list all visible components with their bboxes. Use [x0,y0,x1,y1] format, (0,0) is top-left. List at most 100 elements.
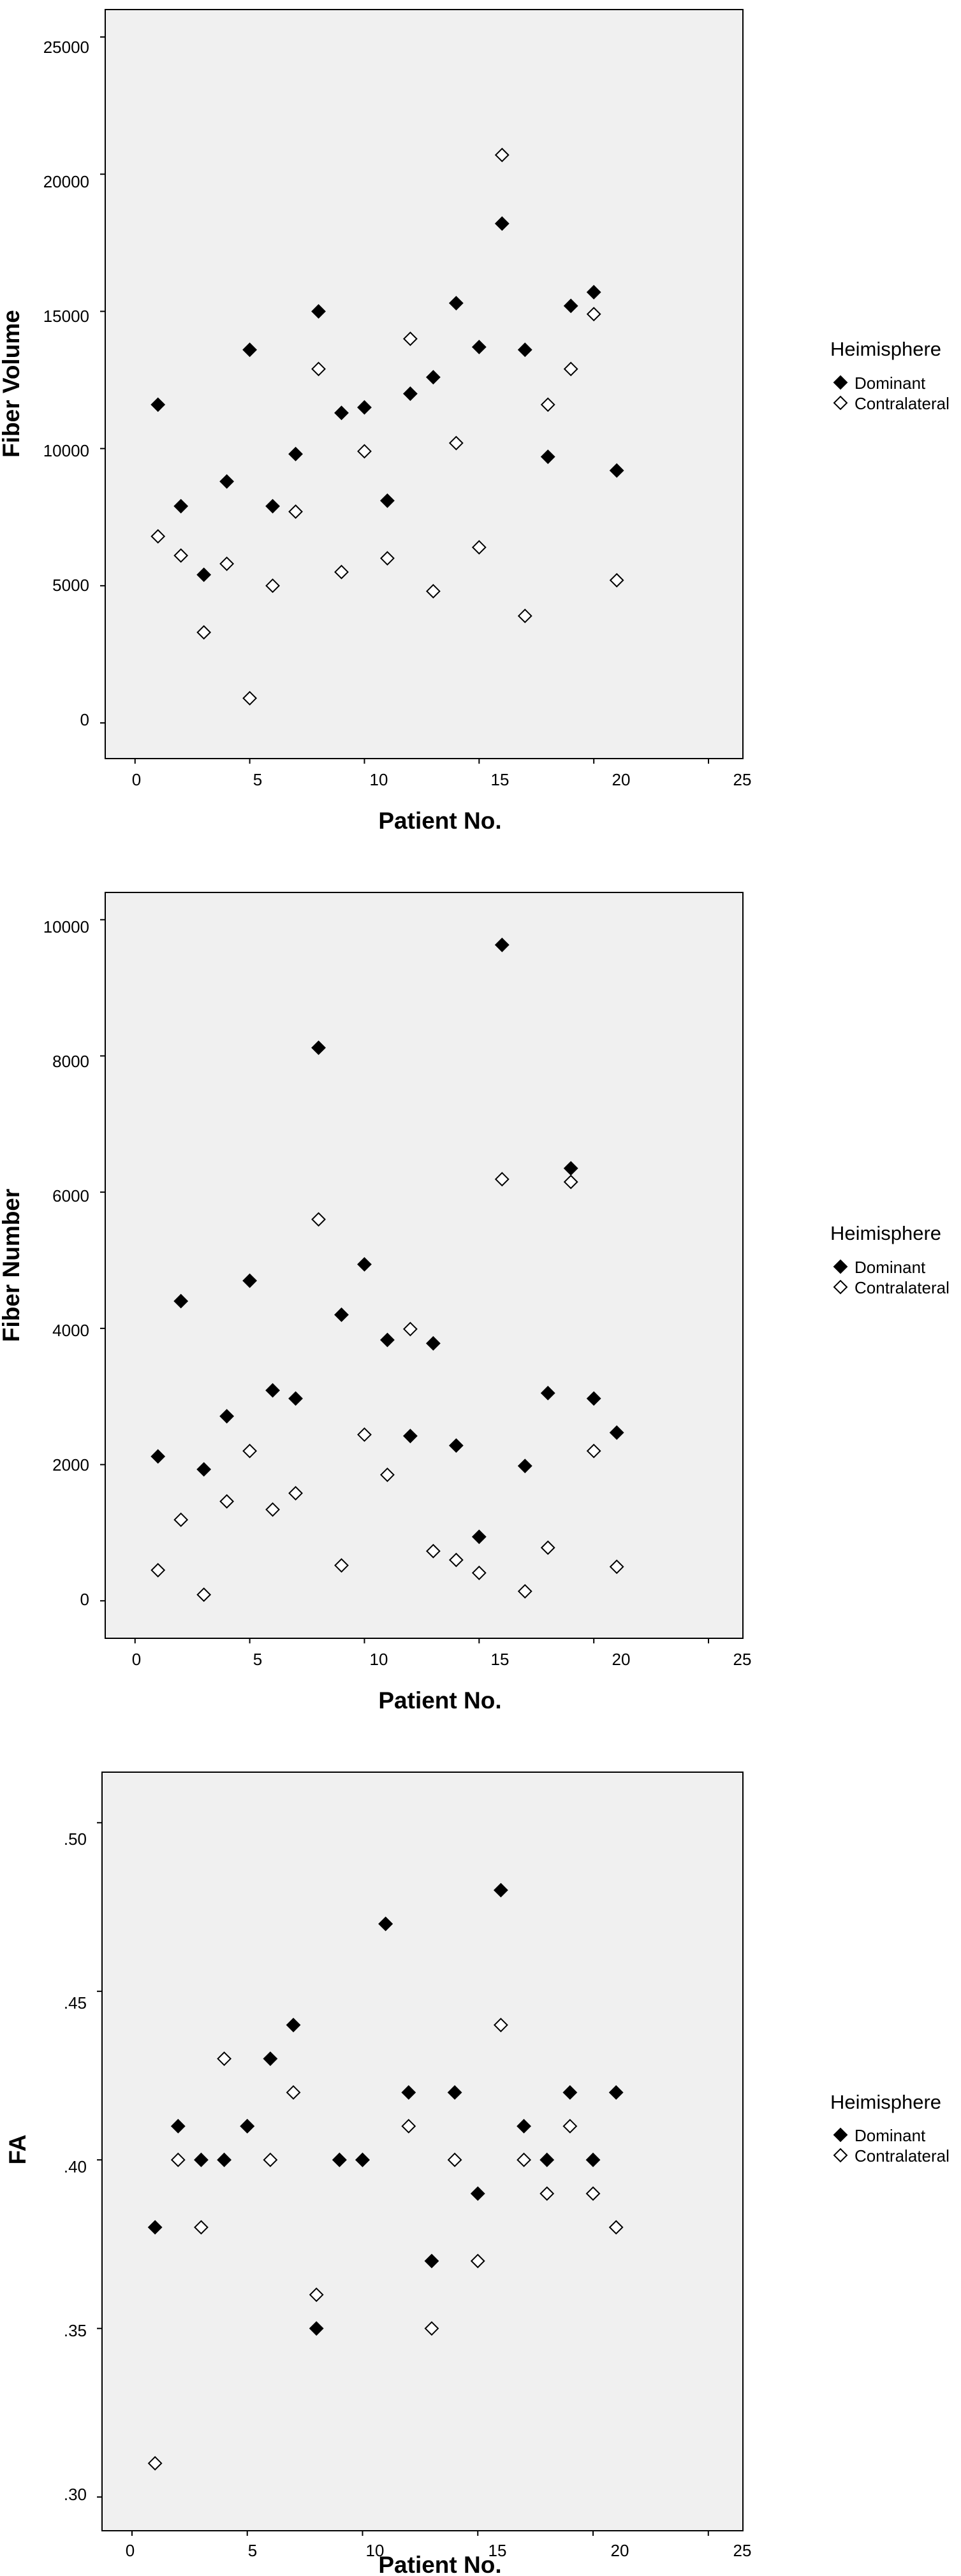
ytick-label-2-3: 6000 [52,1186,89,1205]
ytick-label-2-2: 4000 [52,1321,89,1340]
dominant-point-1-4 [219,474,235,489]
dominant-point-2-9 [334,1307,349,1322]
contralateral-point-2-2 [173,1512,189,1527]
legend-title-3: Heimisphere [830,2091,941,2113]
legend-marker-dominant-2 [833,1259,848,1274]
legend-label-dominant-3: Dominant [855,2126,926,2145]
legend-label-dominant-2: Dominant [855,1258,926,1277]
contralateral-point-3-14 [447,2152,462,2167]
dominant-point-1-15 [471,339,487,354]
dominant-point-2-7 [288,1391,303,1406]
contralateral-point-1-14 [448,435,464,451]
dominant-point-2-12 [403,1429,418,1444]
contralateral-point-1-6 [265,578,281,593]
contralateral-point-2-15 [471,1566,487,1580]
dominant-point-3-5 [240,2118,255,2134]
ytick-label-3-4: .50 [64,1830,87,1849]
ytick-label-3-3: .45 [64,1993,87,2012]
markers-2 [150,937,624,1603]
x-axis-title-3: Patient No. [378,2552,501,2576]
dominant-point-1-12 [403,386,418,401]
ytick-label-2-5: 10000 [43,917,89,936]
xtick-marks-3 [131,2531,709,2536]
contralateral-point-2-20 [586,1443,601,1459]
contralateral-point-1-11 [380,551,395,566]
x-axis-title-2: Patient No. [378,1687,501,1714]
contralateral-point-2-10 [357,1427,372,1442]
plot-area-1 [105,9,744,759]
contralateral-point-1-17 [517,608,532,623]
contralateral-point-2-1 [150,1562,166,1578]
legend-label-contralateral-1: Contralateral [855,394,950,413]
ytick-label-2-4: 8000 [52,1052,89,1071]
contralateral-point-3-18 [539,2186,555,2201]
dominant-point-1-9 [334,405,349,421]
contralateral-point-3-4 [217,2051,232,2066]
contralateral-point-1-16 [494,147,510,163]
xtick-label-2-1: 5 [253,1650,262,1669]
xtick-label-1-4: 20 [612,770,631,789]
dominant-point-2-1 [150,1449,166,1464]
contralateral-point-3-8 [309,2287,324,2303]
ytick-marks-1 [100,36,105,724]
legend-label-contralateral-2: Contralateral [855,1278,950,1297]
dominant-point-3-19 [562,2085,578,2100]
ytick-label-1-2: 10000 [43,441,89,460]
dominant-point-1-14 [448,296,464,310]
contralateral-point-1-3 [196,625,212,640]
ytick-label-3-2: .40 [64,2157,87,2176]
contralateral-point-2-3 [196,1587,212,1603]
chart-panel-2: 0 2000 4000 6000 8000 10000 0 5 10 15 20… [0,892,950,1714]
dominant-point-1-17 [517,342,532,358]
y-axis-title-3: FA [4,2134,31,2164]
dominant-point-3-12 [401,2085,416,2100]
contralateral-point-2-8 [311,1212,326,1227]
plot-area-2 [105,892,744,1639]
dominant-point-1-16 [494,216,510,231]
ytick-label-3-0: .30 [64,2485,87,2504]
dominant-point-3-14 [447,2085,462,2100]
dominant-point-1-6 [265,498,281,514]
dominant-point-2-2 [173,1293,189,1309]
contralateral-point-2-17 [517,1583,532,1599]
legend-marker-dominant-1 [833,375,848,390]
dominant-point-3-6 [263,2051,278,2066]
xtick-label-1-0: 0 [132,770,141,789]
contralateral-point-3-12 [401,2118,416,2134]
dominant-point-2-5 [242,1273,258,1288]
ytick-label-2-1: 2000 [52,1455,89,1474]
ytick-label-2-0: 0 [80,1590,89,1609]
xtick-label-3-3: 15 [488,2541,507,2560]
contralateral-point-1-1 [150,528,166,544]
dominant-point-3-10 [355,2152,370,2167]
contralateral-point-1-4 [219,556,235,571]
contralateral-point-2-7 [288,1485,303,1501]
y-axis-title-2: Fiber Number [0,1189,24,1343]
dominant-point-1-20 [586,284,601,300]
contralateral-point-1-9 [334,564,349,579]
legend-marker-contralateral-2 [833,1279,848,1295]
xtick-marks-2 [134,1638,710,1643]
contralateral-point-3-20 [585,2186,601,2201]
contralateral-point-2-21 [609,1559,624,1575]
dominant-point-1-3 [196,567,212,583]
dominant-point-3-17 [517,2118,531,2134]
legend-1: Heimisphere Dominant Contralateral [830,338,950,413]
xtick-label-2-0: 0 [132,1650,141,1669]
dominant-point-2-8 [311,1040,326,1056]
xtick-label-3-5: 25 [733,2541,752,2560]
xtick-marks-1 [134,759,710,764]
contralateral-point-1-2 [173,548,189,563]
dominant-point-3-1 [147,2220,163,2235]
xtick-label-1-3: 15 [491,770,510,789]
legend-marker-contralateral-3 [833,2148,848,2163]
ytick-label-1-3: 15000 [43,307,89,326]
chart-panel-3: .30 .35 .40 .45 .50 0 5 10 15 20 25 Pati… [4,1772,950,2576]
contralateral-point-2-19 [563,1174,578,1190]
contralateral-point-2-4 [219,1494,235,1509]
ytick-label-1-1: 5000 [52,576,89,595]
ytick-label-1-5: 25000 [43,38,89,57]
dominant-point-1-19 [563,298,578,314]
dominant-point-3-7 [286,2018,301,2033]
